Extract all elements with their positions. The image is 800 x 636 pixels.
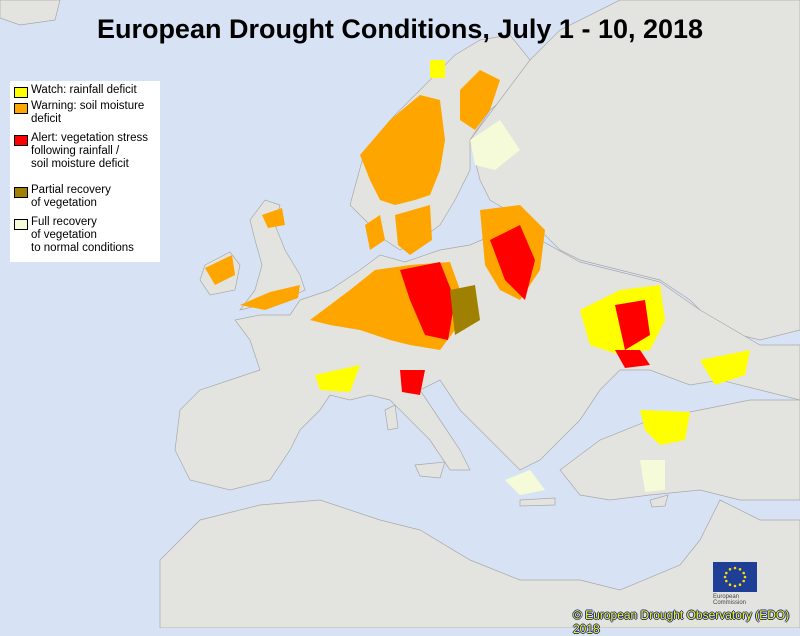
alert-baltic: [490, 225, 535, 300]
alert-crimea: [615, 350, 650, 368]
watch-swatch: [14, 87, 28, 98]
full-swatch: [14, 219, 28, 230]
partial-swatch: [14, 187, 28, 198]
watch-denmark-norway: [430, 60, 445, 78]
legend-item-partial: Partial recovery of vegetation: [14, 184, 111, 210]
warning-norway-south: [365, 215, 385, 250]
logo-text: European Commission: [713, 594, 747, 606]
alert-ukraine: [615, 300, 650, 350]
warning-finland: [460, 70, 500, 130]
legend-label: Partial recovery of vegetation: [31, 184, 111, 209]
drought-areas: [205, 60, 750, 495]
alert-germany-poland: [400, 262, 455, 340]
legend-item-watch: Watch: rainfall deficit: [14, 84, 137, 98]
warning-sweden-south: [395, 205, 432, 255]
warning-england: [240, 285, 300, 310]
warning-scotland: [262, 208, 285, 228]
partial-poland: [450, 285, 480, 335]
alert-hungary: [400, 370, 425, 395]
legend-label: Alert: vegetation stress following rainf…: [31, 132, 148, 170]
full-turkey-south: [640, 460, 665, 492]
watch-caucasus: [700, 350, 750, 385]
watch-turkey: [640, 410, 690, 445]
legend-label: Watch: rainfall deficit: [31, 84, 137, 96]
warning-ireland: [205, 255, 235, 285]
map-title: European Drought Conditions, July 1 - 10…: [96, 14, 704, 44]
copyright-credit: © European Drought Observatory (EDO) 201…: [573, 608, 790, 636]
legend-item-alert: Alert: vegetation stress following rainf…: [14, 132, 148, 171]
eu-flag-icon: [713, 562, 757, 592]
european-commission-logo: European Commission: [713, 562, 757, 606]
full-greece: [505, 470, 545, 495]
full-finland: [470, 120, 520, 170]
legend-item-full: Full recovery of vegetation to normal co…: [14, 216, 134, 255]
warning-scandinavia: [360, 95, 445, 205]
legend-item-warning: Warning: soil moisture deficit: [14, 100, 144, 126]
legend-label: Full recovery of vegetation to normal co…: [31, 216, 134, 254]
legend: Watch: rainfall deficit Warning: soil mo…: [10, 81, 160, 262]
warning-swatch: [14, 103, 28, 114]
alert-swatch: [14, 135, 28, 146]
legend-label: Warning: soil moisture deficit: [31, 100, 145, 125]
watch-france: [315, 365, 360, 392]
